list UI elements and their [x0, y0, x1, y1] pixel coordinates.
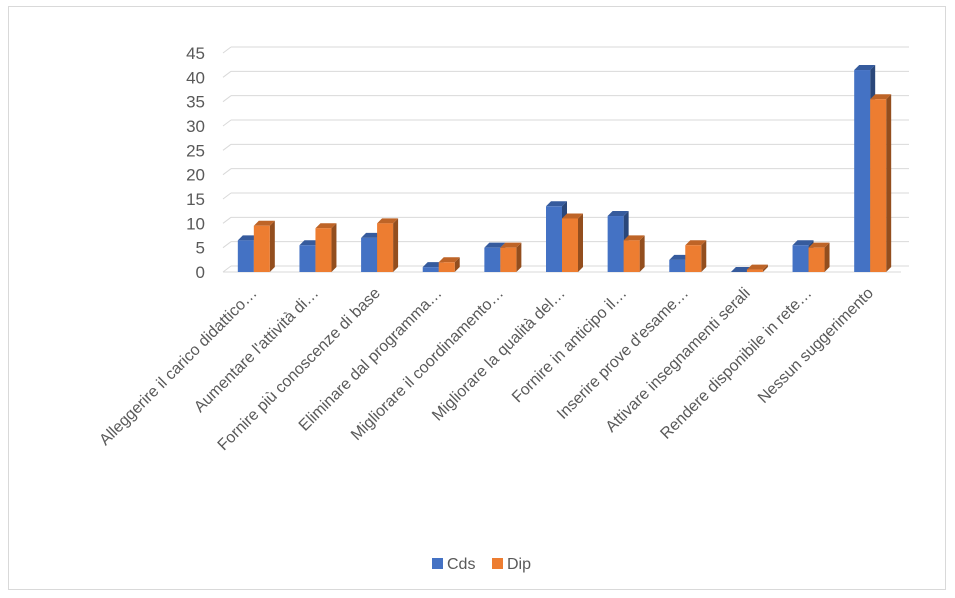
bar-top-dip: [253, 220, 275, 226]
x-tick-label: Fornire in anticipo il…: [509, 285, 630, 406]
bar-top-dip: [438, 257, 460, 263]
bar-dip: [500, 247, 517, 272]
bar-top-dip: [623, 235, 645, 241]
x-tick-label: Nessun suggerimento: [755, 285, 877, 407]
bar-side-dip: [701, 240, 707, 272]
gridline-depth: [222, 119, 232, 127]
bar-dip: [685, 245, 702, 272]
gridline-depth: [222, 168, 232, 176]
gridline-depth: [222, 95, 232, 103]
gridline-depth: [222, 192, 232, 200]
gridline-depth: [222, 70, 232, 78]
bar-cds: [607, 216, 624, 272]
bar-top-dip: [315, 223, 337, 229]
bar-side-dip: [331, 223, 337, 272]
bar-side-dip: [824, 242, 830, 272]
bar-dip: [562, 218, 578, 272]
bar-side-dip: [762, 264, 768, 272]
y-tick-label: 5: [196, 239, 205, 258]
bar-dip: [438, 262, 455, 272]
bar-side-dip: [269, 220, 275, 272]
bar-side-dip: [454, 257, 460, 272]
bar-top-cds: [361, 232, 383, 238]
bar-side-dip: [516, 242, 522, 272]
bar-dip: [623, 240, 640, 272]
gridline-depth: [222, 241, 232, 249]
gridline-depth: [222, 216, 232, 224]
bar-side-dip: [578, 213, 583, 272]
gridline-depth: [222, 143, 232, 151]
bar-dip: [870, 99, 887, 272]
y-tick-label: 30: [186, 117, 205, 136]
bar-cds: [484, 247, 501, 272]
bar-top-dip: [500, 242, 522, 248]
y-tick-label: 10: [186, 214, 205, 233]
bar-dip: [746, 269, 763, 272]
bar-cds: [422, 267, 439, 272]
bar-cds: [237, 240, 254, 272]
y-tick-label: 0: [196, 263, 205, 282]
bar-top-cds: [299, 240, 321, 246]
bar-side-dip: [639, 235, 645, 272]
bar-top-dip: [746, 264, 768, 270]
legend-swatch-cds: [432, 558, 443, 569]
bar-top-dip: [808, 242, 830, 248]
bar-cds: [854, 70, 871, 273]
y-tick-label: 25: [186, 141, 205, 160]
bar-cds: [361, 237, 378, 272]
bar-cds: [792, 245, 809, 272]
legend-swatch-dip: [492, 558, 503, 569]
bar-top-dip: [562, 213, 583, 219]
bar-top-cds: [237, 235, 259, 241]
bar-top-dip: [870, 94, 892, 100]
chart-frame: 0 5 10 15 20 25 30 35 40 45 Alleggerire il carico …: [8, 6, 946, 590]
bar-top-cds: [422, 262, 444, 268]
bar-side-dip: [393, 218, 399, 272]
bar-top-cds: [546, 201, 567, 207]
bar-top-dip: [377, 218, 399, 224]
y-tick-label: 20: [186, 166, 205, 185]
gridline-depth: [222, 265, 232, 273]
bar-top-dip: [685, 240, 707, 246]
bar-dip: [253, 225, 270, 272]
y-tick-label: 15: [186, 190, 205, 209]
y-tick-label: 45: [186, 44, 205, 63]
bar-top-cds: [484, 242, 506, 248]
y-tick-label: 40: [186, 68, 205, 87]
bar-side-dip: [886, 94, 892, 272]
bar-cds: [669, 259, 686, 272]
bar-dip: [377, 223, 394, 272]
y-tick-label: 35: [186, 93, 205, 112]
legend-label-dip: Dip: [507, 556, 531, 573]
x-tick-label: Aumentare l'attività di…: [191, 285, 322, 416]
bar-cds: [299, 245, 316, 272]
bar-top-cds: [607, 211, 629, 217]
bar-cds: [546, 206, 562, 272]
bar-top-cds: [792, 240, 814, 246]
gridline-depth: [222, 46, 232, 54]
bar-dip: [808, 247, 825, 272]
bar-top-cds: [854, 65, 876, 71]
legend-label-cds: Cds: [447, 556, 475, 573]
bar-top-cds: [730, 267, 752, 272]
bar-dip: [315, 228, 332, 272]
bar-top-cds: [669, 254, 691, 260]
